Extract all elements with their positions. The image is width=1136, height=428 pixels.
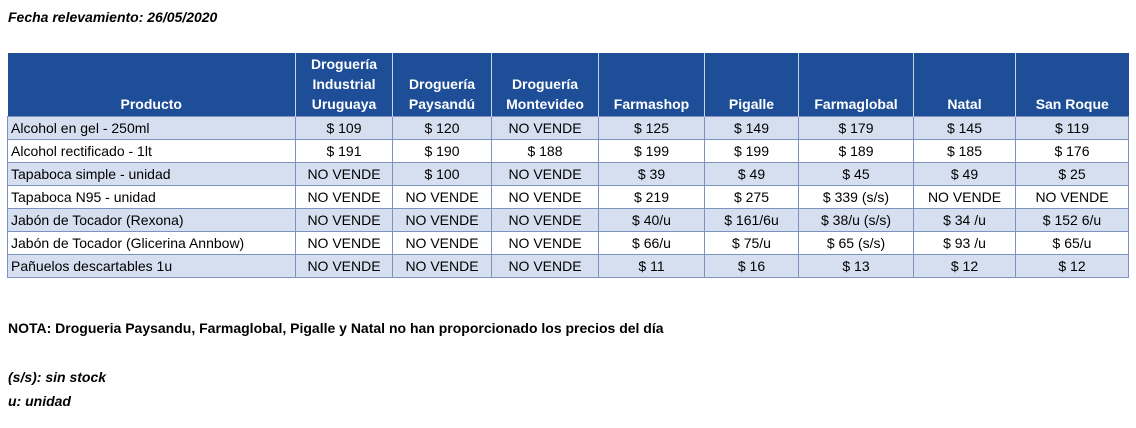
survey-date: Fecha relevamiento: 26/05/2020 <box>8 9 218 25</box>
price-cell: $ 125 <box>598 116 705 140</box>
price-cell: NO VENDE <box>392 208 492 232</box>
price-cell: NO VENDE <box>295 185 393 209</box>
price-cell: $ 179 <box>798 116 914 140</box>
header-farmashop: Farmashop <box>598 53 705 117</box>
price-cell: NO VENDE <box>1015 185 1129 209</box>
price-cell: $ 49 <box>913 162 1016 186</box>
price-cell: $ 65/u <box>1015 231 1129 255</box>
header-drogueria-industrial-uruguaya: Droguería Industrial Uruguaya <box>295 53 393 117</box>
price-cell: NO VENDE <box>491 231 599 255</box>
price-cell: $ 145 <box>913 116 1016 140</box>
price-cell: $ 12 <box>1015 254 1129 278</box>
price-cell: $ 13 <box>798 254 914 278</box>
price-cell: $ 49 <box>704 162 799 186</box>
product-name-cell: Tapaboca simple - unidad <box>7 162 296 186</box>
price-cell: $ 100 <box>392 162 492 186</box>
product-name-cell: Alcohol en gel - 250ml <box>7 116 296 140</box>
price-cell: $ 189 <box>798 139 914 163</box>
price-cell: NO VENDE <box>491 254 599 278</box>
price-cell: $ 93 /u <box>913 231 1016 255</box>
table-row: Tapaboca N95 - unidad NO VENDE NO VENDE NO … <box>7 185 1129 209</box>
price-cell: $ 190 <box>392 139 492 163</box>
price-cell: $ 275 <box>704 185 799 209</box>
header-san-roque: San Roque <box>1015 53 1129 117</box>
table-header-row: Producto Droguería Industrial Uruguaya Dro… <box>7 53 1129 117</box>
price-cell: $ 109 <box>295 116 393 140</box>
price-cell: $ 191 <box>295 139 393 163</box>
product-name-cell: Jabón de Tocador (Rexona) <box>7 208 296 232</box>
price-cell: NO VENDE <box>295 254 393 278</box>
price-cell: NO VENDE <box>295 208 393 232</box>
table-row: Alcohol en gel - 250ml $ 109 $ 120 NO VENDE… <box>7 116 1129 140</box>
legend-unidad: u: unidad <box>8 393 71 409</box>
price-cell: $ 75/u <box>704 231 799 255</box>
header-drogueria-montevideo: Droguería Montevideo <box>491 53 599 117</box>
price-cell: NO VENDE <box>392 231 492 255</box>
price-cell: $ 38/u (s/s) <box>798 208 914 232</box>
price-cell: $ 199 <box>704 139 799 163</box>
price-cell: NO VENDE <box>491 208 599 232</box>
header-farmaglobal: Farmaglobal <box>798 53 914 117</box>
price-cell: $ 199 <box>598 139 705 163</box>
price-cell: $ 176 <box>1015 139 1129 163</box>
table-row: Alcohol rectificado - 1lt $ 191 $ 190 $ 188… <box>7 139 1129 163</box>
price-cell: NO VENDE <box>295 162 393 186</box>
note-text: NOTA: Drogueria Paysandu, Farmaglobal, P… <box>8 320 664 336</box>
price-cell: $ 120 <box>392 116 492 140</box>
header-drogueria-paysandu: Droguería Paysandú <box>392 53 492 117</box>
price-cell: $ 66/u <box>598 231 705 255</box>
product-name-cell: Tapaboca N95 - unidad <box>7 185 296 209</box>
price-cell: $ 219 <box>598 185 705 209</box>
price-cell: $ 11 <box>598 254 705 278</box>
table-row: Jabón de Tocador (Glicerina Annbow) NO VE… <box>7 231 1129 255</box>
price-table: Producto Droguería Industrial Uruguaya Dro… <box>7 53 1129 278</box>
price-cell: $ 45 <box>798 162 914 186</box>
header-natal: Natal <box>913 53 1016 117</box>
price-cell: NO VENDE <box>913 185 1016 209</box>
header-pigalle: Pigalle <box>704 53 799 117</box>
price-cell: $ 161/6u <box>704 208 799 232</box>
price-cell: $ 40/u <box>598 208 705 232</box>
price-cell: $ 339 (s/s) <box>798 185 914 209</box>
price-cell: $ 34 /u <box>913 208 1016 232</box>
product-name-cell: Jabón de Tocador (Glicerina Annbow) <box>7 231 296 255</box>
table-body: Alcohol en gel - 250ml $ 109 $ 120 NO VENDE… <box>7 116 1129 278</box>
table-row: Jabón de Tocador (Rexona) NO VENDE NO VEND… <box>7 208 1129 232</box>
price-cell: $ 12 <box>913 254 1016 278</box>
price-cell: $ 39 <box>598 162 705 186</box>
price-cell: NO VENDE <box>491 185 599 209</box>
product-name-cell: Alcohol rectificado - 1lt <box>7 139 296 163</box>
header-producto: Producto <box>7 53 296 117</box>
price-cell: NO VENDE <box>392 185 492 209</box>
table-row: Pañuelos descartables 1u NO VENDE NO VENDE… <box>7 254 1129 278</box>
legend-sin-stock: (s/s): sin stock <box>8 369 107 385</box>
price-cell: NO VENDE <box>295 231 393 255</box>
price-cell: $ 65 (s/s) <box>798 231 914 255</box>
price-cell: $ 188 <box>491 139 599 163</box>
price-cell: $ 119 <box>1015 116 1129 140</box>
product-name-cell: Pañuelos descartables 1u <box>7 254 296 278</box>
price-cell: $ 149 <box>704 116 799 140</box>
price-cell: NO VENDE <box>491 162 599 186</box>
price-cell: $ 16 <box>704 254 799 278</box>
table-row: Tapaboca simple - unidad NO VENDE $ 100 NO … <box>7 162 1129 186</box>
price-cell: $ 152 6/u <box>1015 208 1129 232</box>
price-cell: NO VENDE <box>491 116 599 140</box>
price-cell: $ 25 <box>1015 162 1129 186</box>
price-cell: NO VENDE <box>392 254 492 278</box>
price-cell: $ 185 <box>913 139 1016 163</box>
